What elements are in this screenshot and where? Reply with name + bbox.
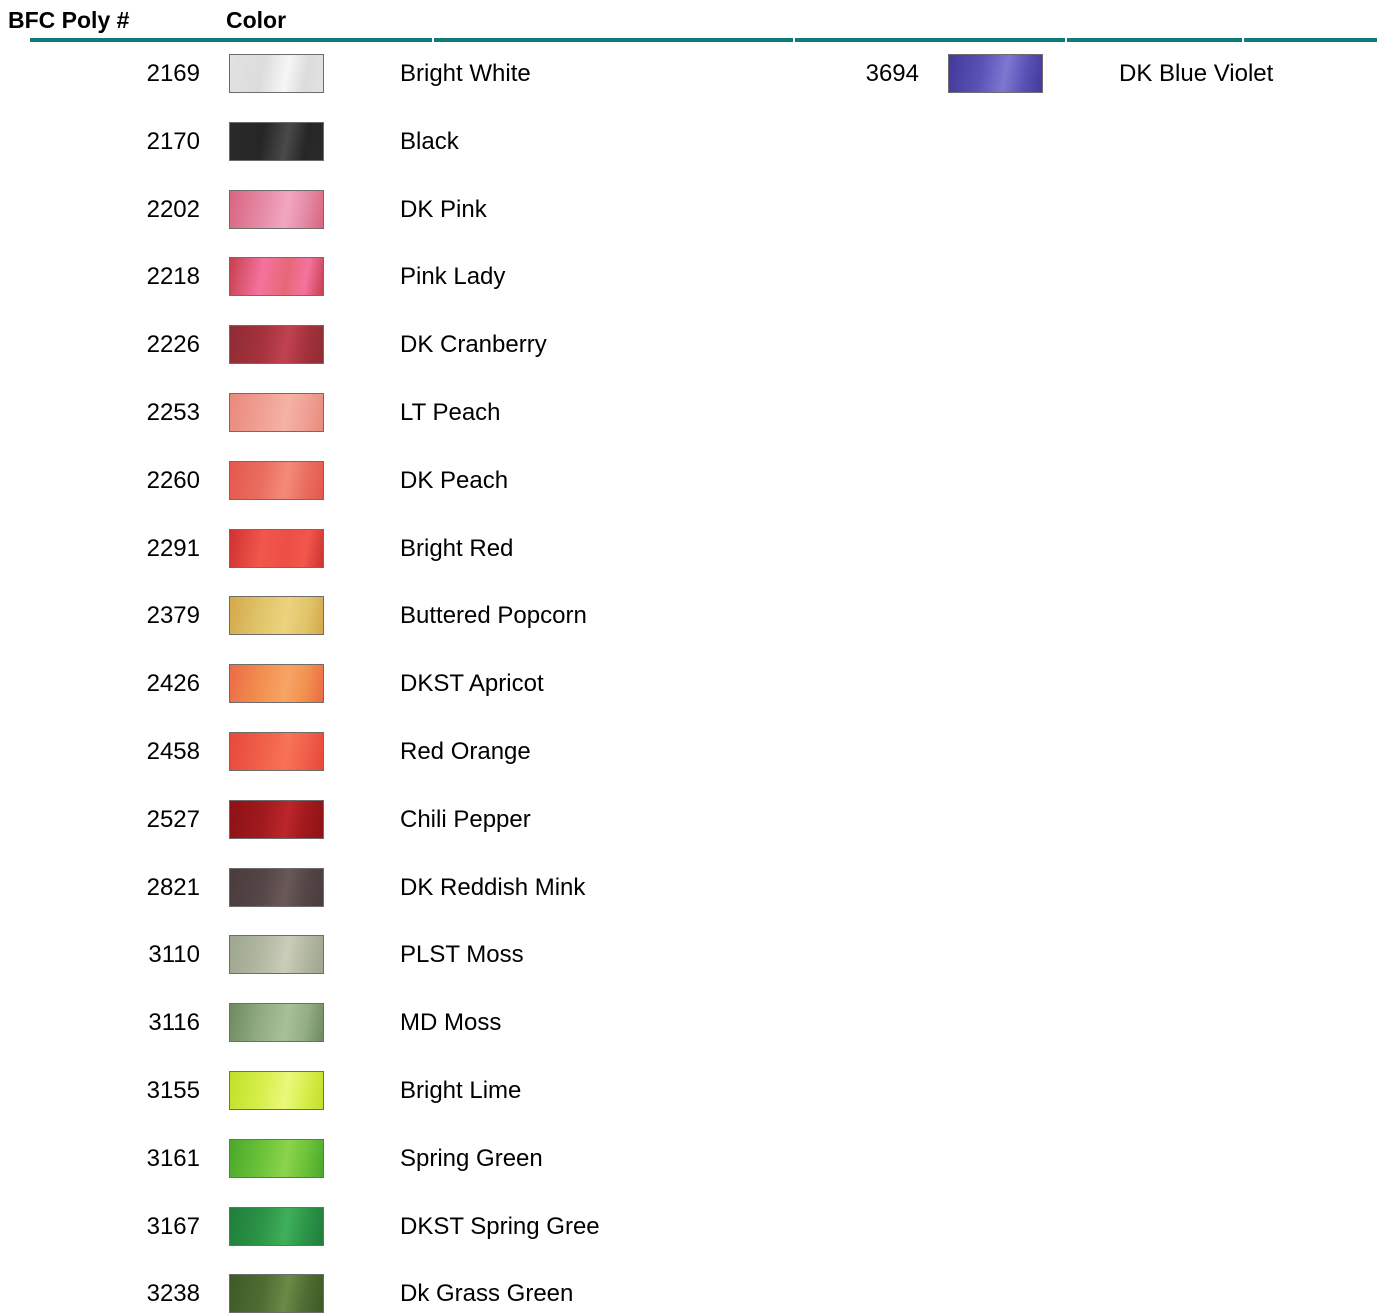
color-name: PLST Moss	[400, 941, 524, 969]
thread-code: 2426	[146, 670, 200, 698]
thread-code: 3694	[865, 60, 919, 87]
thread-code: 3167	[146, 1212, 200, 1240]
color-name: Black	[400, 127, 459, 155]
color-swatch	[229, 596, 324, 636]
color-swatch	[229, 867, 324, 907]
color-swatch	[229, 1274, 324, 1313]
color-swatch	[229, 528, 324, 568]
header-rule-segment	[434, 38, 793, 42]
color-name: Bright Lime	[400, 1077, 522, 1104]
thread-code: 2253	[146, 399, 200, 426]
color-name: DKST Spring Gree	[400, 1212, 600, 1240]
color-swatch	[229, 1071, 324, 1110]
color-name: Red Orange	[400, 738, 531, 765]
thread-code: 3238	[146, 1280, 200, 1308]
thread-code: 3161	[146, 1144, 200, 1172]
color-name: Chili Pepper	[400, 805, 531, 833]
header-rule-segment	[30, 38, 432, 42]
color-swatch	[229, 732, 324, 771]
thread-code: 3155	[146, 1077, 200, 1104]
header-code-label: BFC Poly #	[8, 7, 130, 33]
color-name: DK Peach	[400, 466, 509, 494]
color-swatch	[229, 54, 324, 93]
color-swatch	[229, 257, 324, 297]
color-name: LT Peach	[400, 399, 501, 426]
color-name: Pink Lady	[400, 263, 506, 291]
color-name: DK Blue Violet	[1119, 60, 1274, 87]
color-name: Bright White	[400, 60, 531, 87]
color-name: Spring Green	[400, 1144, 543, 1172]
thread-code: 2458	[146, 738, 200, 765]
color-swatch	[229, 121, 324, 161]
thread-code: 3110	[148, 941, 200, 969]
header-rule-segment	[1244, 38, 1377, 42]
color-name: DK Cranberry	[400, 331, 547, 359]
thread-code: 2218	[146, 263, 200, 291]
color-swatch	[229, 664, 324, 704]
color-swatch	[229, 325, 324, 365]
color-swatch	[229, 1138, 324, 1178]
color-name: DK Reddish Mink	[400, 873, 586, 901]
thread-code: 3116	[148, 1009, 200, 1037]
color-swatch	[948, 54, 1043, 93]
color-name: Dk Grass Green	[400, 1280, 574, 1308]
thread-code: 2291	[146, 534, 200, 562]
thread-code: 2821	[146, 873, 200, 901]
thread-code: 2260	[146, 466, 200, 494]
color-swatch	[229, 460, 324, 500]
header-rule-segment	[1067, 38, 1242, 42]
color-name: DK Pink	[400, 195, 487, 223]
color-swatch	[229, 799, 324, 839]
color-name: DKST Apricot	[400, 670, 544, 698]
color-swatch	[229, 935, 324, 975]
thread-code: 2226	[146, 331, 200, 359]
thread-code: 2527	[146, 805, 200, 833]
color-swatch	[229, 189, 324, 229]
color-swatch	[229, 1003, 324, 1043]
color-name: Bright Red	[400, 534, 514, 562]
thread-code: 2170	[146, 127, 200, 155]
thread-code: 2169	[146, 60, 200, 87]
header-color-label: Color	[226, 7, 287, 33]
color-name: MD Moss	[400, 1009, 502, 1037]
color-name: Buttered Popcorn	[400, 602, 587, 630]
color-swatch	[229, 1206, 324, 1246]
thread-code: 2202	[146, 195, 200, 223]
header-rule-segment	[795, 38, 1065, 42]
color-swatch	[229, 393, 324, 432]
thread-code: 2379	[146, 602, 200, 630]
